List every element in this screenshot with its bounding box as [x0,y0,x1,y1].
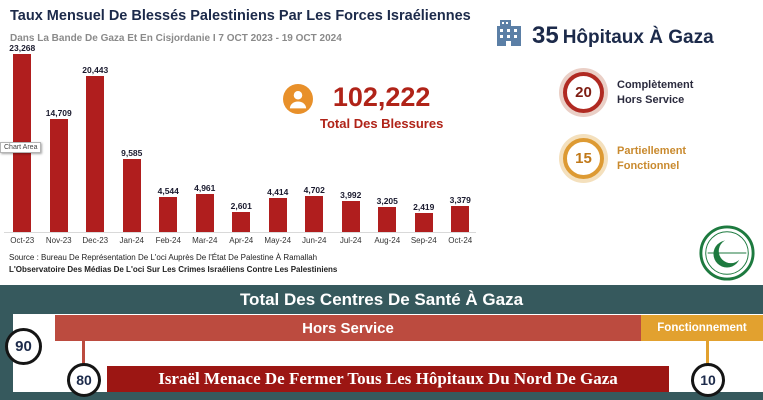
out-of-service-bar: Hors Service [55,315,641,341]
bar-value-label: 4,544 [157,186,179,196]
stat-completely-out-of-service: 20 Complètement Hors Service [563,72,709,113]
x-axis-label: Oct-23 [10,236,35,245]
bar [305,196,324,232]
bar [268,198,287,232]
x-axis-label: Sep-24 [410,236,437,245]
chart-area-tooltip: Chart Area [0,142,42,153]
functioning-badge: 10 [691,363,725,397]
x-axis-label: Jan-24 [119,236,144,245]
x-axis-label: Feb-24 [155,236,181,245]
total-injuries-block: 102,222 Total Des Blessures [283,84,443,131]
hospitals-title: 35 Hôpitaux À Gaza [532,22,714,50]
bar-value-label: 2,419 [413,202,435,212]
bottom-border-strip [0,392,763,400]
hospital-building-icon [494,18,524,53]
oic-logo [698,224,756,282]
bar-column: 4,702 Jun-24 [296,42,333,245]
out-of-service-connector [82,340,85,368]
hospitals-header: 35 Hôpitaux À Gaza [494,18,714,53]
bar [414,213,433,232]
stat-partially-functional: 15 Partiellement Fonctionnel [563,138,709,179]
hospitals-count: 35 [532,21,559,49]
bar-column: 3,379 Oct-24 [442,42,479,245]
bar-value-label: 4,702 [303,185,325,195]
x-axis-label: Nov-23 [45,236,72,245]
source-note: Source : Bureau De Représentation De L'o… [9,252,479,275]
x-axis-label: Dec-23 [82,236,109,245]
functioning-box: Fonctionnement [641,315,763,341]
source-line-2: L'Observatoire Des Médias De L'oci Sur L… [9,264,338,274]
bar-column: 9,585 Jan-24 [114,42,151,245]
x-axis-label: Jul-24 [339,236,362,245]
bar [195,194,214,232]
bar-chart: 23,268 Oct-23 14,709 Nov-23 20,443 Dec-23 9,58… [4,42,480,247]
bar-value-label: 23,268 [9,43,36,53]
bar-value-label: 3,992 [340,190,362,200]
bar-column: 4,414 May-24 [260,42,297,245]
bar-column: 2,601 Apr-24 [223,42,260,245]
bar [341,201,360,232]
warning-banner: Israël Menace De Fermer Tous Les Hôpitau… [107,366,669,392]
bar-column: 3,992 Jul-24 [333,42,370,245]
bar-value-label: 4,414 [267,187,289,197]
bar [451,206,470,232]
bar-value-label: 4,961 [194,183,216,193]
bar [122,159,141,232]
bar-value-label: 2,601 [230,201,252,211]
stat-value-badge: 20 [563,72,604,113]
page-title: Taux Mensuel De Blessés Palestiniens Par… [10,8,471,24]
bar [86,76,105,232]
health-centers-total-bar: Total Des Centres De Santé À Gaza [0,285,763,314]
bar-column: 4,961 Mar-24 [187,42,224,245]
stat-value-badge: 15 [563,138,604,179]
x-axis-label: Mar-24 [192,236,218,245]
total-injuries-label: Total Des Blessures [320,116,444,131]
person-icon [283,84,313,114]
x-axis-label: May-24 [264,236,292,245]
hospitals-label: Hôpitaux À Gaza [562,26,714,48]
total-health-centers-badge: 90 [5,328,42,365]
bar-value-label: 14,709 [45,108,72,118]
total-injuries-value: 102,222 [332,82,431,112]
functioning-connector [706,340,709,368]
bar-column: 3,205 Aug-24 [369,42,406,245]
bar-column: 14,709 Nov-23 [41,42,78,245]
bar-column: 4,544 Feb-24 [150,42,187,245]
bar-column: 20,443 Dec-23 [77,42,114,245]
x-axis-label: Apr-24 [229,236,254,245]
bar [232,212,251,232]
bar-value-label: 9,585 [121,148,143,158]
bar-value-label: 20,443 [82,65,109,75]
bar-value-label: 3,379 [449,195,471,205]
stat-label: Complètement Hors Service [617,79,694,106]
x-axis-label: Oct-24 [448,236,473,245]
bar-column: 2,419 Sep-24 [406,42,443,245]
x-axis-line [4,232,476,233]
source-line-1: Source : Bureau De Représentation De L'o… [9,253,318,262]
bar [49,119,68,232]
x-axis-label: Aug-24 [374,236,401,245]
x-axis-label: Jun-24 [302,236,327,245]
bar [378,207,397,232]
bar [159,197,178,232]
page-subtitle: Dans La Bande De Gaza Et En Cisjordanie … [10,33,342,44]
stat-label: Partiellement Fonctionnel [617,145,687,172]
bar-value-label: 3,205 [376,196,398,206]
out-of-service-badge: 80 [67,363,101,397]
